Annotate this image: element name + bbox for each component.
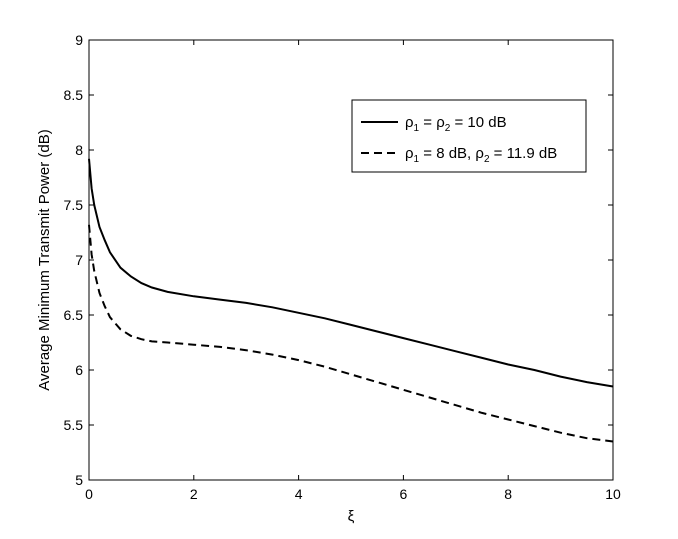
y-tick-label: 6 bbox=[75, 362, 83, 378]
legend-label-2: ρ1 = 8 dB, ρ2 = 11.9 dB bbox=[405, 145, 557, 165]
y-tick-label: 5 bbox=[75, 472, 83, 488]
y-axis-label: Average Minimum Transmit Power (dB) bbox=[36, 129, 53, 390]
series-line-dashed bbox=[88, 224, 614, 443]
x-tick-label: 0 bbox=[85, 486, 93, 502]
y-tick-label: 6.5 bbox=[64, 307, 84, 323]
x-tick-label: 2 bbox=[190, 486, 198, 502]
x-axis: 0 2 4 6 8 10 bbox=[85, 40, 621, 502]
y-tick-label: 8 bbox=[75, 142, 83, 158]
x-axis-label: ξ bbox=[348, 508, 355, 525]
legend-box bbox=[351, 99, 587, 173]
y-axis: 5 5.5 6 6.5 7 7.5 8 8.5 9 bbox=[64, 32, 613, 488]
legend: ρ1 = ρ2 = 10 dB ρ1 = 8 dB, ρ2 = 11.9 dB bbox=[351, 99, 587, 173]
series-layer bbox=[88, 158, 614, 443]
x-tick-label: 4 bbox=[295, 486, 303, 502]
x-tick-label: 6 bbox=[400, 486, 408, 502]
y-tick-label: 5.5 bbox=[64, 417, 84, 433]
x-tick-label: 8 bbox=[504, 486, 512, 502]
y-tick-label: 8.5 bbox=[64, 87, 84, 103]
y-tick-label: 7 bbox=[75, 252, 83, 268]
y-tick-label: 7.5 bbox=[64, 197, 84, 213]
x-tick-label: 10 bbox=[605, 486, 621, 502]
y-tick-label: 9 bbox=[75, 32, 83, 48]
series-line-solid bbox=[88, 158, 614, 388]
legend-label-1: ρ1 = ρ2 = 10 dB bbox=[405, 114, 507, 134]
